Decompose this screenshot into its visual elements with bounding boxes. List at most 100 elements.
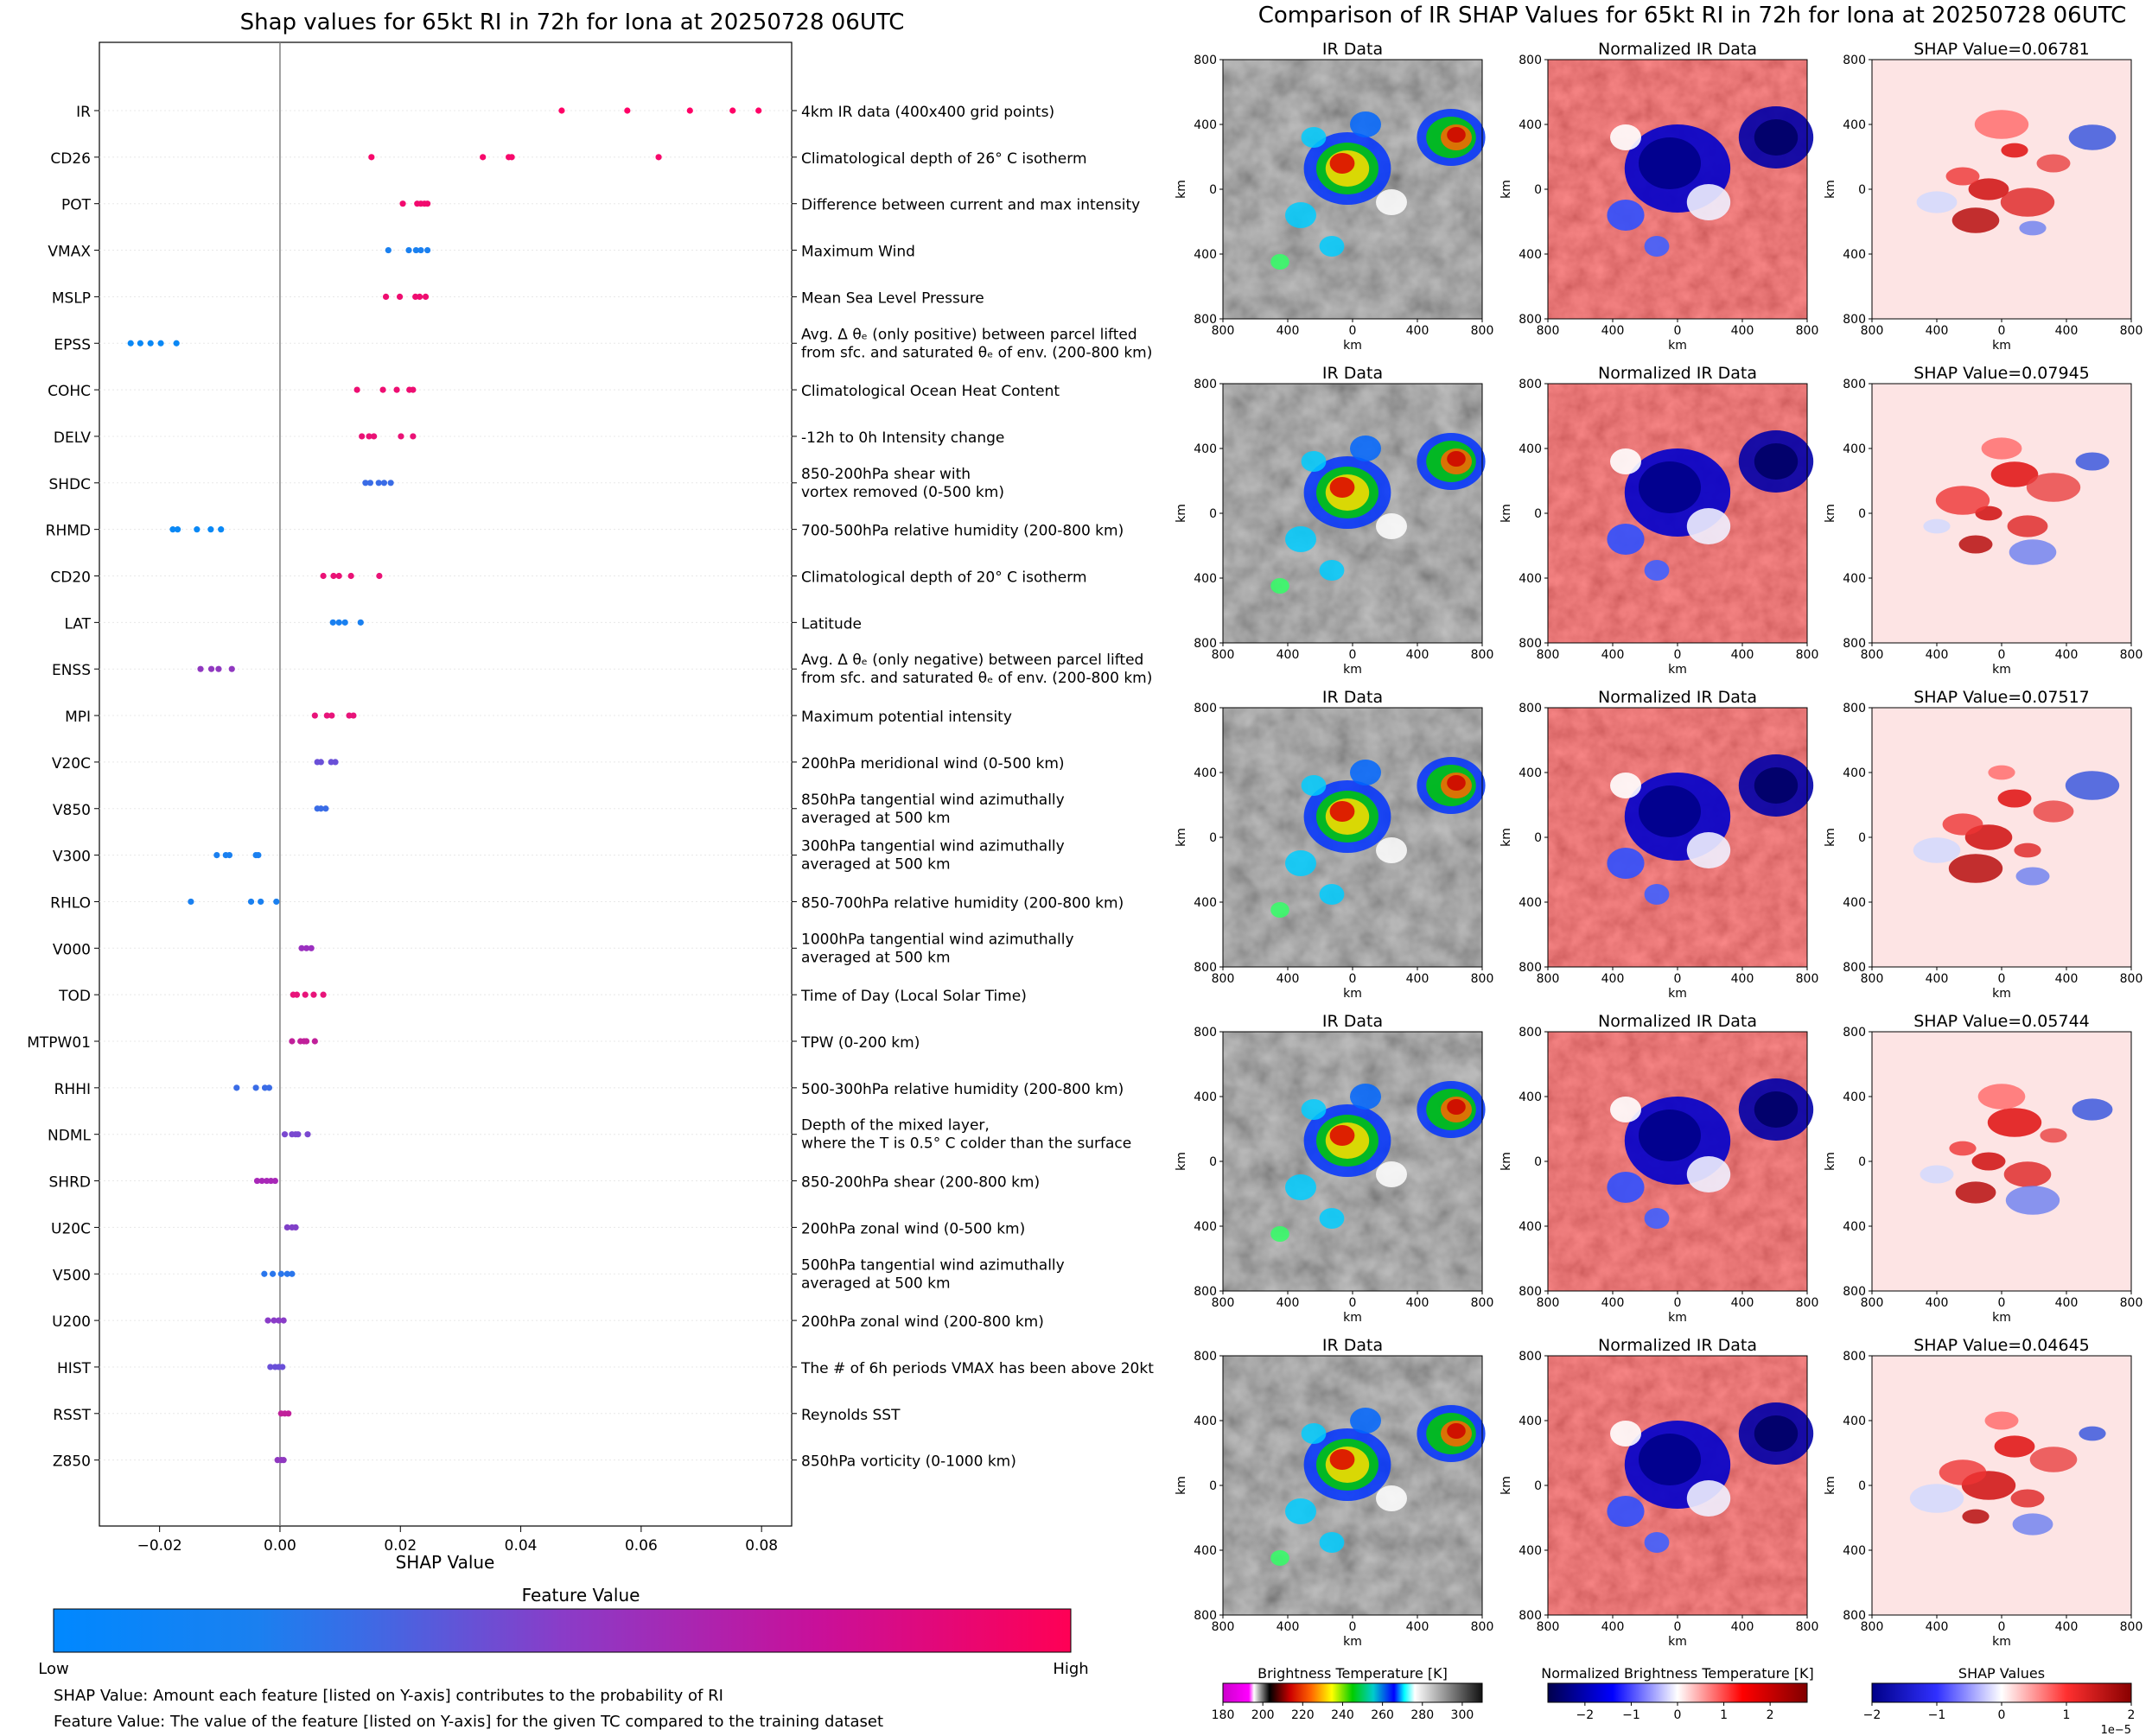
norm-feature: [1686, 508, 1731, 544]
feature-row: TOD Time of Day (Local Solar Time): [58, 988, 1027, 1005]
norm-feature: [1639, 461, 1701, 513]
shap-feature: [2072, 1098, 2113, 1121]
panel-y-label: km: [1175, 1476, 1188, 1495]
shap-point: [285, 1410, 292, 1417]
cloud-feature: [1447, 451, 1466, 467]
x-tick-label: 400: [1406, 1296, 1429, 1310]
shap-point: [137, 340, 143, 347]
feature-description: 4km IR data (400x400 grid points): [801, 104, 1054, 121]
shap-feature: [1951, 207, 2000, 233]
shap-point: [330, 572, 337, 580]
y-tick-label: 0: [1858, 1479, 1866, 1493]
cloud-feature: [1301, 1099, 1327, 1120]
shap-feature: [1971, 1152, 2006, 1171]
x-tick-label: 400: [2055, 1620, 2079, 1634]
colorbar-tick-label: 2: [2128, 1708, 2136, 1722]
x-tick-label: 800: [1212, 1620, 1235, 1634]
x-tick-label: 800: [2120, 1296, 2143, 1310]
feature-row: SHRD 850-200hPa shear (200-800 km): [49, 1174, 1041, 1192]
x-tick-label: 0: [1349, 972, 1357, 986]
feature-description: Time of Day (Local Solar Time): [800, 988, 1027, 1005]
shap-point: [368, 154, 375, 161]
feature-row: MSLP Mean Sea Level Pressure: [52, 289, 984, 307]
x-tick-label: 800: [1861, 1620, 1884, 1634]
shap-point: [169, 526, 176, 533]
feature-label: U20C: [51, 1220, 91, 1237]
y-tick-label: 800: [1194, 378, 1217, 391]
feature-description: Avg. Δ θₑ (only positive) between parcel…: [801, 326, 1137, 343]
cloud-feature: [1376, 1485, 1407, 1511]
colorbar-gradient: [1871, 1682, 2132, 1703]
panel-x-label: km: [1992, 1635, 2011, 1649]
shap-point: [385, 246, 392, 254]
feature-label: TOD: [58, 988, 91, 1005]
y-tick-label: 400: [1843, 118, 1866, 132]
colorbar-gradient: [1222, 1682, 1483, 1703]
shap-point: [755, 107, 762, 114]
feature-row: V300 300hPa tangential wind azimuthallyav…: [53, 838, 1065, 874]
beeswarm-chart: Shap values for 65kt RI in 72h for Iona …: [27, 10, 1154, 1573]
cloud-feature: [1285, 1498, 1316, 1524]
x-tick-label: 800: [1796, 648, 1819, 662]
panel-x-label: km: [1343, 663, 1362, 677]
y-tick-label: 400: [1194, 1091, 1217, 1104]
cloud-feature: [1376, 513, 1407, 539]
y-tick-label: 400: [1194, 766, 1217, 780]
shap-point: [228, 665, 235, 672]
colorbar-exponent: 1e−5: [2101, 1724, 2131, 1736]
shap-point: [393, 386, 400, 393]
feature-row: NDML Depth of the mixed layer,where the T…: [48, 1117, 1131, 1153]
feature-label: IR: [76, 104, 91, 121]
shap-point: [265, 1084, 273, 1091]
x-tick-label: 800: [1796, 1620, 1819, 1634]
panel-y-label: km: [1824, 504, 1837, 523]
cloud-feature: [1350, 760, 1381, 785]
shap-feature: [1974, 110, 2029, 139]
shap-feature: [1977, 1084, 2026, 1110]
cloud-feature: [1447, 1423, 1466, 1439]
x-tick-label: 800: [1212, 972, 1235, 986]
feature-label: V000: [53, 941, 91, 958]
shap-point: [311, 712, 318, 719]
norm-feature: [1607, 1496, 1645, 1527]
shap-feature: [2012, 1513, 2053, 1536]
shap-feature: [2029, 1447, 2078, 1472]
shap-feature: [1923, 518, 1951, 534]
cloud-feature: [1301, 1423, 1327, 1444]
feature-row: MPI Maximum potential intensity: [65, 709, 1012, 726]
norm-feature: [1644, 236, 1670, 257]
x-tick-label: 0: [1674, 648, 1682, 662]
shap-point: [624, 107, 631, 114]
shap-point: [332, 759, 339, 766]
x-tick-label: 400: [1926, 324, 1949, 338]
norm-feature: [1644, 560, 1670, 581]
x-tick-label: 0.02: [384, 1537, 417, 1555]
x-tick-label: 800: [1471, 1296, 1494, 1310]
x-tick-label: 400: [2055, 1296, 2079, 1310]
shap-feature: [2007, 515, 2048, 537]
feature-description: 700-500hPa relative humidity (200-800 km…: [801, 523, 1124, 540]
feature-label: POT: [61, 197, 92, 214]
y-tick-label: 800: [1518, 313, 1542, 327]
feature-label: LAT: [64, 615, 91, 633]
shap-feature: [1994, 1435, 2035, 1458]
x-tick-label: 800: [1537, 1296, 1560, 1310]
y-tick-label: 800: [1194, 1285, 1217, 1299]
shap-point: [311, 1038, 318, 1045]
shap-point: [308, 944, 315, 951]
x-tick-label: 800: [1537, 972, 1560, 986]
panel-y-label: km: [1499, 828, 1513, 847]
cloud-feature: [1285, 526, 1316, 552]
y-tick-label: 0: [1209, 507, 1217, 521]
shap-point: [226, 852, 233, 859]
x-tick-label: 0: [1349, 324, 1357, 338]
shap-feature: [1990, 461, 2039, 487]
y-tick-label: 800: [1194, 1026, 1217, 1040]
x-tick-label: 400: [2055, 648, 2079, 662]
panel-title: IR Data: [1322, 1012, 1383, 1031]
panel-x-label: km: [1668, 1311, 1687, 1325]
shap-point: [197, 665, 204, 672]
x-tick-label: 400: [1926, 648, 1949, 662]
